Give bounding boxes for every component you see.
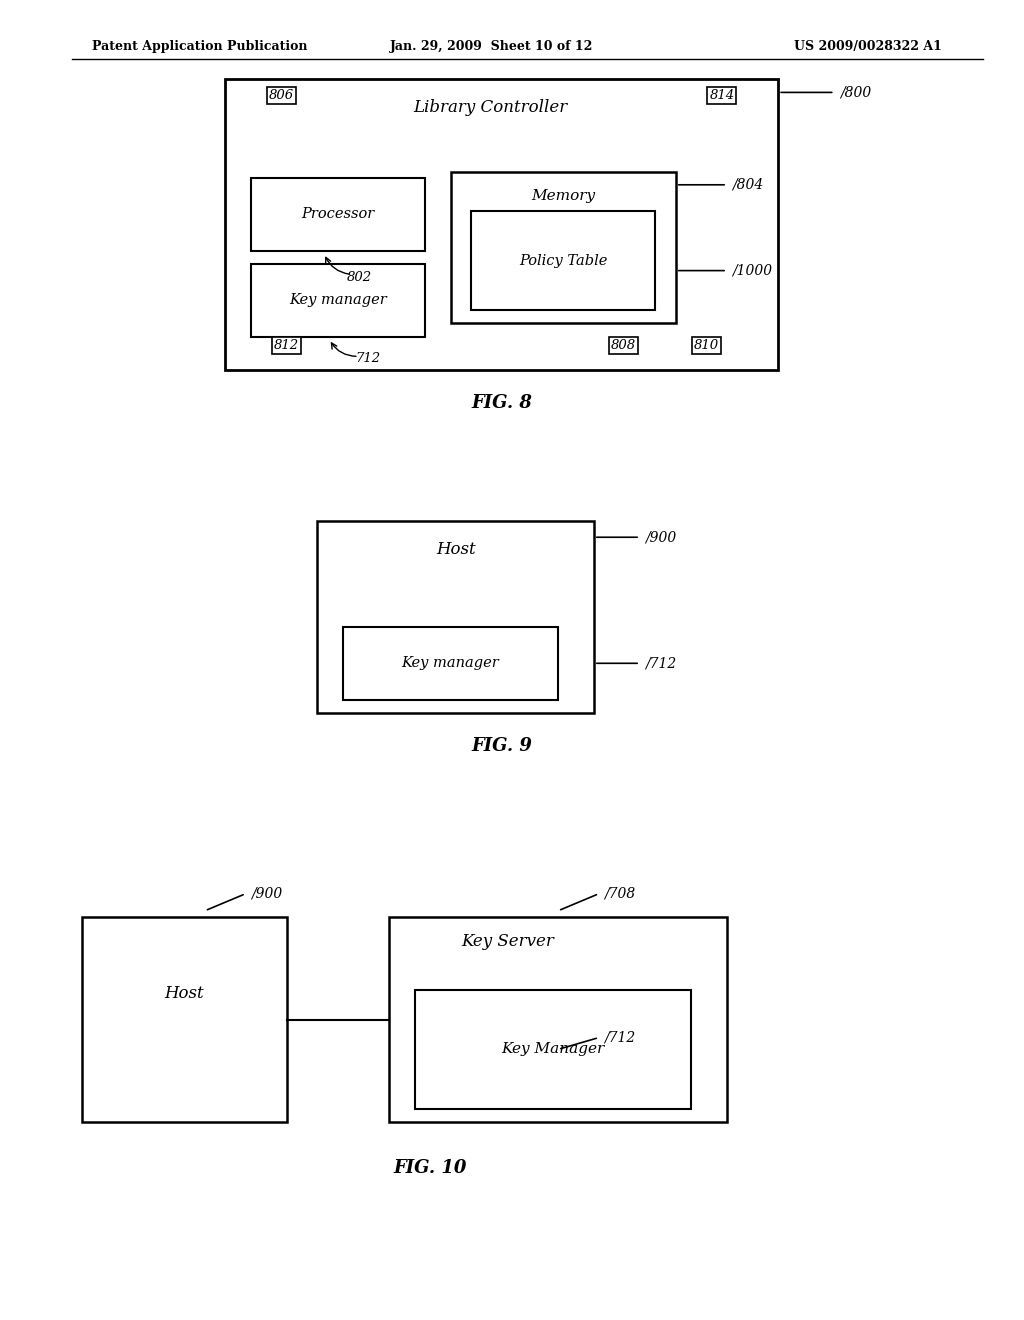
Text: /804: /804 — [732, 178, 764, 191]
FancyBboxPatch shape — [343, 627, 558, 700]
Text: /712: /712 — [645, 656, 677, 671]
Text: US 2009/0028322 A1: US 2009/0028322 A1 — [795, 40, 942, 53]
Text: /712: /712 — [604, 1031, 636, 1044]
Text: 812: 812 — [274, 339, 299, 352]
Text: Processor: Processor — [301, 207, 375, 222]
Text: Jan. 29, 2009  Sheet 10 of 12: Jan. 29, 2009 Sheet 10 of 12 — [390, 40, 593, 53]
FancyBboxPatch shape — [225, 79, 778, 370]
Text: FIG. 10: FIG. 10 — [393, 1159, 467, 1177]
FancyBboxPatch shape — [451, 172, 676, 323]
FancyBboxPatch shape — [82, 917, 287, 1122]
Text: /800: /800 — [840, 86, 871, 99]
Text: /708: /708 — [604, 887, 636, 900]
Text: /900: /900 — [645, 531, 677, 544]
Text: 810: 810 — [694, 339, 719, 352]
FancyBboxPatch shape — [317, 521, 594, 713]
FancyBboxPatch shape — [389, 917, 727, 1122]
Text: Key manager: Key manager — [401, 656, 500, 671]
FancyBboxPatch shape — [251, 178, 425, 251]
Text: Key manager: Key manager — [289, 293, 387, 308]
Text: Host: Host — [165, 985, 204, 1002]
FancyBboxPatch shape — [471, 211, 655, 310]
Text: Host: Host — [436, 541, 475, 558]
FancyBboxPatch shape — [415, 990, 691, 1109]
Text: 814: 814 — [710, 88, 734, 102]
Text: 808: 808 — [611, 339, 636, 352]
Text: 806: 806 — [269, 88, 294, 102]
Text: Policy Table: Policy Table — [519, 253, 607, 268]
Text: Patent Application Publication: Patent Application Publication — [92, 40, 307, 53]
Text: Library Controller: Library Controller — [414, 99, 568, 116]
Text: Key Server: Key Server — [461, 933, 554, 950]
Text: 802: 802 — [346, 271, 372, 284]
Text: Memory: Memory — [531, 189, 595, 203]
Text: FIG. 8: FIG. 8 — [471, 393, 532, 412]
Text: Key Manager: Key Manager — [502, 1043, 604, 1056]
FancyBboxPatch shape — [251, 264, 425, 337]
Text: 712: 712 — [355, 352, 381, 366]
Text: FIG. 9: FIG. 9 — [471, 737, 532, 755]
Text: /900: /900 — [251, 887, 283, 900]
Text: /1000: /1000 — [732, 264, 772, 277]
